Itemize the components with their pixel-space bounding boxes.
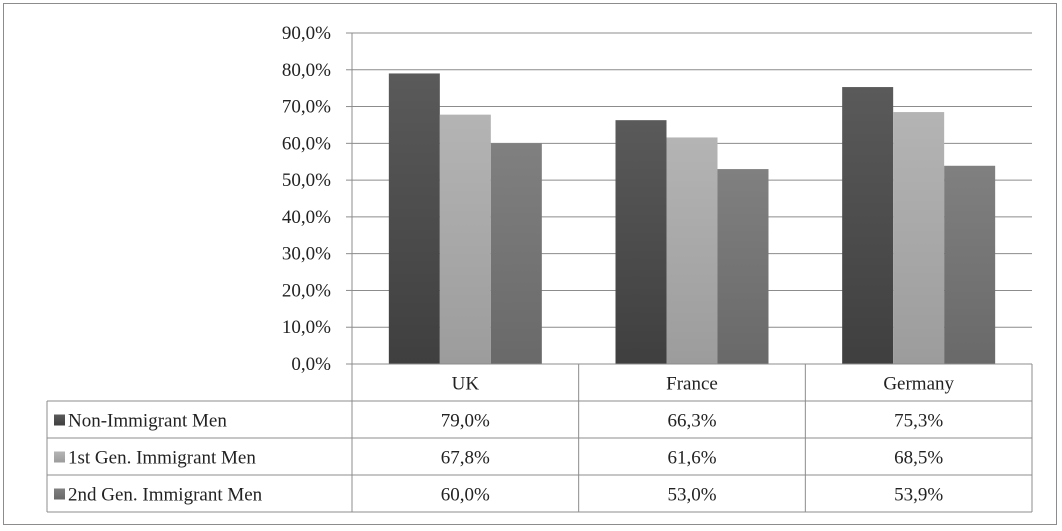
bar-germany-series-1 — [842, 87, 894, 365]
y-tick-label: 60,0% — [282, 133, 331, 154]
y-tick-label: 70,0% — [282, 97, 331, 118]
legend-key-series-3 — [54, 488, 65, 500]
bar-france-series-3 — [717, 169, 769, 364]
category-label: Germany — [883, 374, 954, 395]
series-name: 1st Gen. Immigrant Men — [68, 448, 256, 469]
data-label: 75,3% — [894, 411, 943, 432]
data-label: 60,0% — [441, 485, 490, 506]
legend-key-series-1 — [54, 414, 65, 426]
data-table: UK France Germany Non-Immigrant Men 79,0% 66,… — [46, 363, 1033, 513]
bar-france-series-2 — [666, 137, 718, 364]
bar-uk-series-2 — [439, 114, 491, 364]
data-label: 53,9% — [894, 485, 943, 506]
y-tick-label: 30,0% — [282, 244, 331, 265]
data-label: 67,8% — [441, 448, 490, 469]
y-tick-label: 90,0% — [282, 23, 331, 44]
y-tick-label: 10,0% — [282, 317, 331, 338]
y-tick-label: 40,0% — [282, 207, 331, 228]
y-tick-label: 20,0% — [282, 280, 331, 301]
series-name: Non-Immigrant Men — [68, 411, 227, 432]
bar-germany-series-3 — [944, 165, 996, 364]
bars — [388, 73, 996, 365]
category-label: France — [666, 374, 718, 395]
y-tick-label: 0,0% — [291, 354, 331, 375]
y-tick-label: 50,0% — [282, 170, 331, 191]
bar-uk-series-3 — [490, 143, 542, 364]
y-tick-label: 80,0% — [282, 60, 331, 81]
data-label: 61,6% — [667, 448, 716, 469]
data-label: 66,3% — [667, 411, 716, 432]
data-label: 79,0% — [441, 411, 490, 432]
legend-key-series-2 — [54, 451, 65, 463]
category-label: UK — [452, 374, 480, 395]
series-name: 2nd Gen. Immigrant Men — [68, 485, 263, 506]
data-label: 68,5% — [894, 448, 943, 469]
bar-uk-series-1 — [388, 73, 440, 364]
data-label: 53,0% — [667, 485, 716, 506]
bar-germany-series-2 — [893, 112, 945, 364]
bar-france-series-1 — [615, 120, 667, 364]
chart-frame — [3, 3, 1057, 525]
y-axis: 0,0% 10,0% 20,0% 30,0% 40,0% 50,0% 60,0% 70,0% 8… — [282, 23, 353, 375]
